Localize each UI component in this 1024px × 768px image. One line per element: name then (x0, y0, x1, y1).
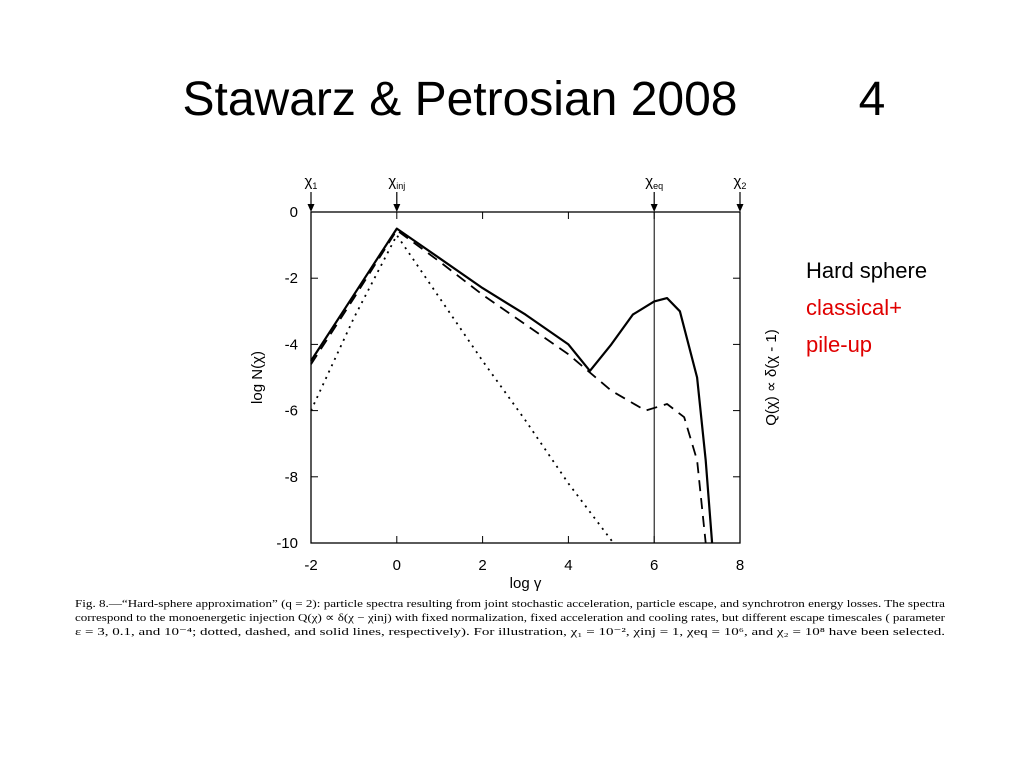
x-tick-label: 8 (736, 557, 744, 574)
x-tick-label: 6 (650, 557, 658, 574)
annotation-label: χinj (388, 173, 405, 191)
caption-line: ε = 3, 0.1, and 10⁻⁴; dotted, dashed, an… (75, 626, 945, 638)
y-tick-label: -10 (276, 535, 298, 552)
note-line: Hard sphere (806, 258, 927, 283)
caption-line: Fig. 8.—“Hard-sphere approximation” (q =… (75, 598, 945, 610)
annotation-label: χ1 (305, 173, 318, 191)
y-tick-label: -2 (285, 270, 298, 287)
y-tick-label: -4 (285, 336, 298, 353)
annotation-symbol: χ (734, 173, 742, 190)
y-tick-label: 0 (290, 204, 298, 221)
series-line (310, 234, 615, 544)
y-axis-label: log N(χ) (249, 351, 266, 404)
arrow-head (307, 204, 315, 212)
chart: -2 0 2 4 6 8 0 -2 -4 -6 -8 -10 log γ log N(χ) Q(χ) ∝ δ… (75, 173, 945, 638)
x-axis-label: log γ (510, 575, 542, 592)
annotation-sub: inj (396, 181, 405, 191)
x-tick-label: -2 (304, 557, 317, 574)
x-tick-label: 0 (393, 557, 401, 574)
series-line (310, 229, 707, 544)
note-line: classical+ (806, 295, 902, 320)
x-tick-label: 4 (564, 557, 572, 574)
annotation-sub: 2 (741, 181, 746, 191)
y-tick-label: -8 (285, 469, 298, 486)
arrow-head (736, 204, 744, 212)
annotation-symbol: χ (645, 173, 653, 190)
x-tick-label: 2 (478, 557, 486, 574)
y-tick-label: -6 (285, 403, 298, 420)
series-line (310, 227, 714, 544)
note-line: pile-up (806, 332, 872, 357)
slide-title: Stawarz & Petrosian 2008 (183, 73, 738, 126)
annotation-sub: 1 (312, 181, 317, 191)
plot-frame (310, 211, 741, 544)
slide-number: 4 (859, 73, 886, 126)
annotation-label: χ2 (734, 173, 747, 191)
annotation-symbol: χ (305, 173, 313, 190)
annotation-label: χeq (645, 173, 663, 191)
annotation-symbol: χ (388, 173, 396, 190)
arrow-head (393, 204, 401, 212)
arrow-head (650, 204, 658, 212)
caption-line: correspond to the monoenergetic injectio… (75, 612, 945, 624)
annotation-sub: eq (653, 181, 663, 191)
notes: Hard sphere classical+ pile-up (806, 258, 927, 357)
y2-axis-label: Q(χ) ∝ δ(χ - 1) (763, 329, 780, 425)
